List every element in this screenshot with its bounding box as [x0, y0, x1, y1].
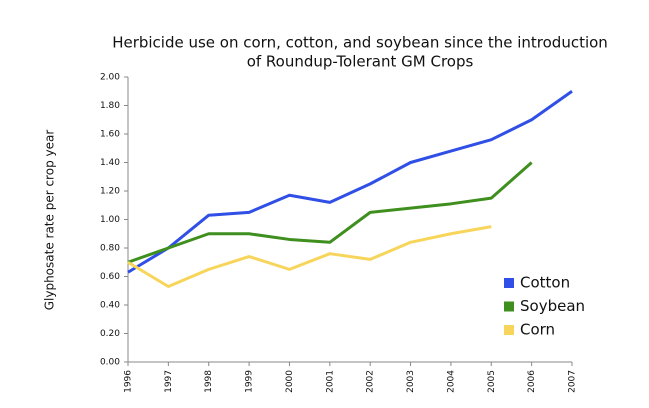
y-tick-label: 0.20 [100, 329, 120, 339]
x-tick-label: 1998 [204, 370, 214, 393]
y-tick-label: 1.60 [100, 130, 120, 140]
y-tick-label: 0.60 [100, 272, 120, 282]
y-axis-label: Glyphosate rate per crop year [43, 130, 57, 311]
series-line [127, 161, 533, 264]
y-tick-label: 0.80 [100, 244, 120, 254]
x-tick-label: 1997 [164, 370, 174, 393]
x-tick-label: 2000 [285, 370, 295, 393]
x-tick-label: 2005 [487, 370, 497, 393]
y-tick-label: 1.80 [100, 101, 120, 111]
legend-label: Corn [520, 321, 555, 339]
x-tick-label: 2007 [568, 370, 578, 393]
y-tick-label: 1.00 [100, 215, 120, 225]
x-tick-label: 1999 [245, 370, 255, 393]
chart-title: Herbicide use on corn, cotton, and soybe… [112, 34, 608, 52]
x-tick-label: 2006 [527, 370, 537, 393]
legend-swatch [504, 325, 514, 335]
legend-label: Cotton [520, 274, 570, 292]
y-tick-label: 0.00 [100, 358, 120, 368]
legend-swatch [504, 278, 514, 288]
x-tick-label: 2004 [446, 370, 456, 393]
x-tick-label: 2002 [366, 370, 376, 393]
series-line [127, 225, 492, 288]
legend-swatch [504, 301, 514, 312]
y-tick-label: 1.20 [100, 187, 120, 197]
series-line [127, 90, 573, 274]
y-tick-label: 1.40 [100, 158, 120, 168]
x-tick-label: 1996 [124, 370, 134, 393]
legend-label: Soybean [520, 297, 585, 315]
x-tick-label: 2003 [406, 370, 416, 393]
x-tick-label: 2001 [325, 370, 335, 393]
chart-title: of Roundup-Tolerant GM Crops [247, 53, 474, 71]
y-tick-label: 2.00 [100, 73, 120, 83]
y-tick-label: 0.40 [100, 301, 120, 311]
